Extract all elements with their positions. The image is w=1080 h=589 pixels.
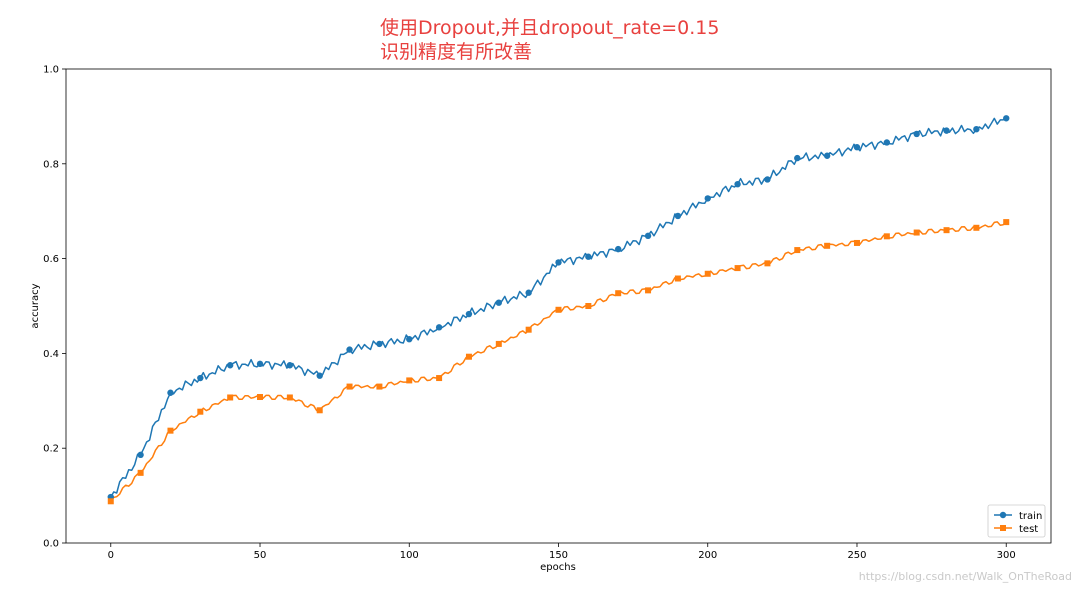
annotation-line-2: 识别精度有所改善 — [380, 41, 533, 63]
train-point — [256, 360, 264, 368]
x-tick-label: 200 — [698, 550, 717, 561]
axis-ticks: 0 50 100 150 200 250 300 0.0 0.2 0.4 0.6 0.8 1.0 — [43, 65, 1016, 562]
test-point — [167, 427, 174, 434]
train-point — [286, 362, 294, 369]
train-point — [346, 346, 353, 353]
test-point — [257, 394, 264, 401]
test-point — [615, 290, 622, 297]
train-point — [226, 362, 234, 369]
test-point — [286, 394, 293, 401]
test-point — [1003, 219, 1010, 226]
train-point — [316, 372, 323, 379]
x-tick-label: 150 — [549, 550, 568, 561]
train-point — [764, 176, 771, 183]
legend-test-marker — [1000, 525, 1006, 531]
test-point — [316, 407, 323, 414]
test-point — [704, 270, 711, 277]
train-point — [406, 335, 413, 343]
train-point — [883, 139, 891, 146]
x-tick-label: 100 — [400, 550, 419, 561]
test-point — [436, 375, 443, 382]
test-point — [973, 224, 980, 231]
test-point — [406, 377, 413, 384]
train-point — [794, 154, 801, 162]
test-point — [645, 287, 652, 294]
annotation-text: 使用Dropout,并且dropout_rate=0.15 识别精度有所改善 — [380, 16, 719, 64]
annotation-line-1: 使用Dropout,并且dropout_rate=0.15 — [380, 17, 720, 39]
train-point — [167, 389, 174, 396]
test-point — [346, 383, 353, 390]
y-axis-label: accuracy — [30, 283, 41, 328]
test-point — [764, 260, 771, 267]
x-tick-label: 300 — [997, 550, 1016, 561]
train-point — [973, 125, 980, 133]
test-point — [824, 242, 831, 249]
train-point — [853, 144, 861, 151]
test-point — [465, 353, 472, 360]
test-point — [585, 303, 592, 309]
x-tick-label: 250 — [847, 550, 866, 561]
test-point — [376, 383, 383, 390]
watermark-text: https://blog.csdn.net/Walk_OnTheRoad — [858, 570, 1072, 583]
train-point — [614, 245, 622, 253]
test-point — [137, 469, 144, 476]
train-point — [585, 253, 592, 260]
test-point — [794, 247, 801, 254]
y-tick-label: 0.4 — [43, 349, 59, 360]
test-point — [227, 394, 234, 401]
train-point — [823, 152, 831, 159]
train-point — [465, 310, 473, 318]
test-point — [674, 275, 681, 282]
plot-frame — [65, 68, 1052, 544]
legend-train-label: train — [1019, 511, 1042, 522]
x-tick-label: 50 — [254, 550, 267, 561]
test-point — [913, 229, 920, 236]
test-point — [734, 265, 741, 272]
test-point — [495, 340, 502, 347]
test-point — [883, 233, 890, 240]
train-point — [495, 299, 503, 306]
train-point — [555, 259, 562, 266]
train-point — [734, 180, 741, 188]
test-point — [107, 498, 114, 505]
y-tick-label: 0.0 — [43, 539, 59, 550]
y-tick-label: 0.2 — [43, 444, 59, 455]
train-point — [704, 195, 711, 202]
y-tick-label: 0.6 — [43, 254, 59, 265]
test-point — [525, 326, 532, 333]
train-point — [137, 451, 144, 459]
train-point — [1003, 115, 1010, 122]
test-point — [555, 306, 562, 313]
train-point — [913, 130, 920, 138]
legend-train-marker — [999, 511, 1007, 519]
test-point — [943, 227, 950, 234]
y-tick-label: 0.8 — [43, 159, 59, 170]
series-markers — [107, 115, 1010, 505]
train-point — [674, 212, 682, 220]
x-axis-label: epochs — [540, 562, 576, 573]
train-point — [525, 289, 532, 296]
test-point — [197, 408, 204, 415]
legend-test-label: test — [1019, 524, 1038, 535]
train-point — [376, 340, 383, 348]
train-point — [943, 127, 950, 134]
x-tick-label: 0 — [108, 550, 114, 561]
train-point — [197, 374, 204, 382]
y-tick-label: 1.0 — [43, 65, 59, 76]
legend: train test — [987, 504, 1046, 538]
train-point — [435, 324, 443, 331]
test-point — [853, 239, 860, 246]
train-point — [644, 232, 652, 240]
